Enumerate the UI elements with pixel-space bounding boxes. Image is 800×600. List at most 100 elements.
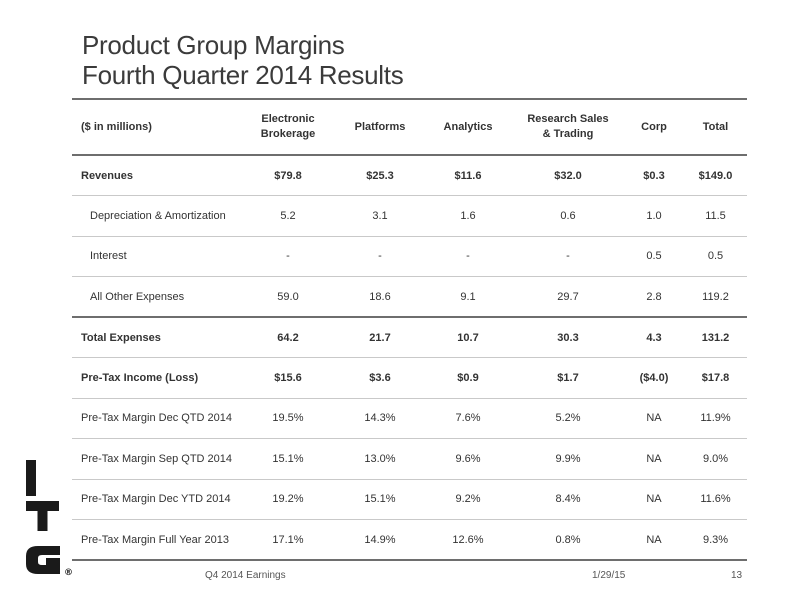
- table-cell: -: [466, 250, 470, 263]
- table-cell: $0.9: [457, 371, 479, 384]
- table-cell: NA: [646, 533, 662, 546]
- table-cell: $15.6: [274, 371, 302, 384]
- table-cell: NA: [646, 412, 662, 425]
- table-cell: 3.1: [372, 209, 388, 222]
- table-cell: 64.2: [277, 331, 299, 344]
- margins-table: ($ in millions) Electronic Brokerage Platfo…: [72, 98, 747, 561]
- table-cell: $25.3: [366, 169, 394, 182]
- table-row: All Other Expenses 59.0 18.6 9.1 29.7 2.8 119.…: [72, 277, 747, 317]
- table-header-row: ($ in millions) Electronic Brokerage Platfo…: [72, 99, 747, 155]
- column-header: Corp: [641, 120, 667, 133]
- table-cell: NA: [646, 452, 662, 465]
- units-header: ($ in millions): [81, 120, 152, 133]
- row-label: Total Expenses: [81, 331, 161, 344]
- column-header: Analytics: [443, 120, 493, 133]
- table-cell: 1.0: [646, 209, 662, 222]
- table-cell: 15.1%: [272, 452, 304, 465]
- column-header: Research Sales & Trading: [527, 113, 609, 140]
- table-cell: 9.1: [460, 290, 476, 303]
- table-cell: 19.2%: [272, 493, 304, 506]
- table-cell: 0.5: [707, 250, 724, 263]
- table-row: Pre-Tax Margin Dec QTD 2014 19.5% 14.3% 7.6…: [72, 398, 747, 439]
- column-header: Total: [702, 120, 729, 133]
- row-label: Pre-Tax Margin Sep QTD 2014: [81, 452, 233, 465]
- table-cell: $17.8: [701, 371, 730, 384]
- row-label: All Other Expenses: [90, 290, 185, 303]
- table-cell: $79.8: [274, 169, 302, 182]
- table-cell: 0.6: [560, 209, 576, 222]
- column-header: Platforms: [354, 120, 406, 133]
- row-label: Pre-Tax Margin Dec YTD 2014: [81, 493, 231, 506]
- table-cell: 8.4%: [555, 493, 581, 506]
- table-cell: 5.2%: [555, 412, 581, 425]
- table-cell: 9.2%: [455, 493, 481, 506]
- margins-table-container: ($ in millions) Electronic Brokerage Platfo…: [72, 98, 747, 561]
- table-cell: 15.1%: [364, 493, 396, 506]
- table-cell: $1.7: [557, 371, 579, 384]
- table-cell: 2.8: [646, 290, 662, 303]
- table-cell: 21.7: [369, 331, 391, 344]
- table-cell: 59.0: [277, 290, 299, 303]
- table-cell: 9.3%: [702, 533, 729, 546]
- footer-date: 1/29/15: [592, 570, 626, 581]
- table-row: Depreciation & Amortization 5.2 3.1 1.6 0.6 1…: [72, 196, 747, 236]
- table-cell: 17.1%: [272, 533, 304, 546]
- table-cell: $32.0: [554, 169, 582, 182]
- table-cell: 11.5: [705, 209, 726, 222]
- table-cell: 119.2: [702, 290, 729, 303]
- itg-logo: ®: [26, 460, 73, 578]
- row-label: Revenues: [81, 169, 133, 182]
- table-cell: $3.6: [369, 371, 391, 384]
- table-cell: 5.2: [280, 209, 296, 222]
- table-cell: 0.5: [646, 250, 662, 263]
- table-cell: NA: [646, 493, 662, 506]
- table-row: Total Expenses 64.2 21.7 10.7 30.3 4.3 131.2: [72, 317, 747, 358]
- table-row: Revenues $79.8 $25.3 $11.6 $32.0 $0.3 $149.0: [72, 155, 747, 196]
- page-title: Product Group Margins Fourth Quarter 201…: [82, 30, 404, 90]
- table-cell: 10.7: [457, 331, 479, 344]
- row-label: Pre-Tax Income (Loss): [81, 371, 199, 384]
- row-label: Pre-Tax Margin Full Year 2013: [81, 533, 229, 546]
- table-cell: 11.9%: [700, 412, 731, 425]
- itg-logo-mark: [26, 460, 60, 574]
- table-cell: 30.3: [557, 331, 579, 344]
- row-label: Interest: [90, 250, 127, 263]
- table-cell: 14.3%: [364, 412, 396, 425]
- title-line-1: Product Group Margins: [82, 30, 345, 60]
- table-cell: 14.9%: [364, 533, 396, 546]
- column-header: Electronic Brokerage: [260, 113, 316, 140]
- table-cell: 9.0%: [702, 452, 729, 465]
- table-cell: 0.8%: [555, 533, 581, 546]
- table-cell: 4.3: [646, 331, 662, 344]
- table-cell: 19.5%: [272, 412, 304, 425]
- table-row: Pre-Tax Margin Full Year 2013 17.1% 14.9% 1…: [72, 520, 747, 560]
- table-cell: -: [566, 250, 570, 263]
- table-row: Pre-Tax Income (Loss) $15.6 $3.6 $0.9 $1.7 ($…: [72, 358, 747, 398]
- table-cell: 11.6%: [700, 493, 731, 506]
- table-cell: 131.2: [701, 331, 730, 344]
- table-body: Revenues $79.8 $25.3 $11.6 $32.0 $0.3 $149.0 De…: [72, 155, 747, 560]
- table-cell: -: [378, 250, 382, 263]
- table-cell: 1.6: [460, 209, 476, 222]
- table-row: Interest - - - - 0.5 0.5: [72, 236, 747, 277]
- table-cell: ($4.0): [639, 371, 669, 384]
- table-cell: $149.0: [698, 169, 733, 182]
- table-cell: $11.6: [454, 169, 482, 182]
- title-line-2: Fourth Quarter 2014 Results: [82, 60, 404, 90]
- table-cell: 9.9%: [555, 452, 581, 465]
- table-cell: 9.6%: [455, 452, 481, 465]
- table-cell: $0.3: [643, 169, 665, 182]
- table-cell: 13.0%: [364, 452, 396, 465]
- registered-mark: ®: [64, 568, 73, 578]
- table-cell: 29.7: [557, 290, 579, 303]
- table-cell: 7.6%: [455, 412, 481, 425]
- footer-page-number: 13: [731, 570, 743, 581]
- table-cell: 12.6%: [452, 533, 484, 546]
- table-row: Pre-Tax Margin Sep QTD 2014 15.1% 13.0% 9.6…: [72, 439, 747, 479]
- table-row: Pre-Tax Margin Dec YTD 2014 19.2% 15.1% 9.2…: [72, 479, 747, 520]
- table-cell: -: [286, 250, 290, 263]
- table-cell: 18.6: [369, 290, 391, 303]
- row-label: Depreciation & Amortization: [90, 209, 226, 222]
- footer-title: Q4 2014 Earnings: [205, 570, 286, 581]
- row-label: Pre-Tax Margin Dec QTD 2014: [81, 412, 232, 425]
